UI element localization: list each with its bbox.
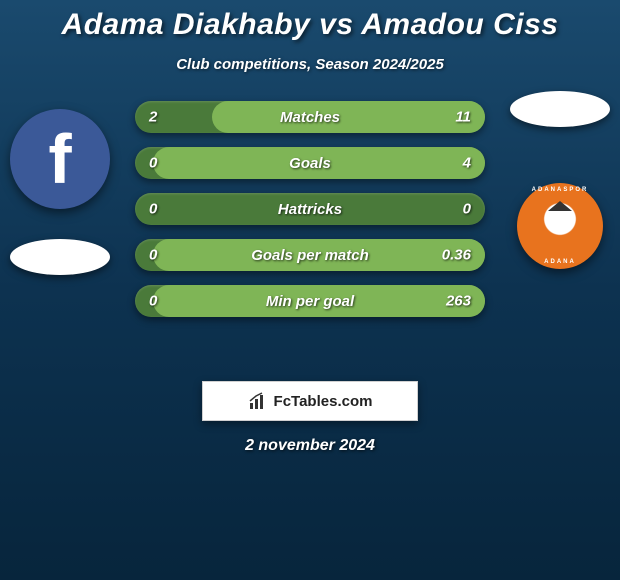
snapshot-date: 2 november 2024 (0, 437, 620, 455)
stat-label: Goals per match (251, 247, 369, 264)
stat-left-value: 0 (149, 201, 157, 218)
stat-bar: 2 Matches 11 (135, 101, 485, 133)
stat-label: Goals (289, 155, 331, 172)
stat-left-value: 0 (149, 155, 157, 172)
stat-label: Hattricks (278, 201, 342, 218)
player-left-avatar: f (10, 109, 110, 209)
comparison-card: Adama Diakhaby vs Amadou Ciss Club compe… (0, 0, 620, 580)
stat-right-value: 11 (455, 109, 471, 126)
brand-footer[interactable]: FcTables.com (202, 381, 418, 421)
stat-bar: 0 Hattricks 0 (135, 193, 485, 225)
comparison-body: f ADANASPOR ADANA 2 Matches 11 0 Goals 4 0 Hatt… (0, 101, 620, 361)
stat-left-value: 2 (149, 109, 157, 126)
stat-left-value: 0 (149, 293, 157, 310)
player-right-name-badge (510, 91, 610, 127)
stat-right-value: 0 (463, 201, 471, 218)
club-name-bottom: ADANA (517, 259, 603, 265)
stat-bar-fill (212, 101, 485, 133)
page-title: Adama Diakhaby vs Amadou Ciss (0, 0, 620, 42)
stat-bar: 0 Goals per match 0.36 (135, 239, 485, 271)
player-left-team-badge (10, 239, 110, 275)
facebook-icon: f (48, 119, 71, 199)
subtitle: Club competitions, Season 2024/2025 (0, 56, 620, 73)
stat-label: Matches (280, 109, 340, 126)
brand-text: FcTables.com (274, 393, 373, 410)
stat-bars: 2 Matches 11 0 Goals 4 0 Hattricks 0 0 Goals per m… (135, 101, 485, 317)
stat-right-value: 0.36 (442, 247, 471, 264)
chart-icon (248, 391, 268, 411)
stat-bar: 0 Min per goal 263 (135, 285, 485, 317)
club-logo-inner (525, 191, 595, 261)
stat-right-value: 4 (463, 155, 471, 172)
player-right-club-logo: ADANASPOR ADANA (517, 183, 603, 269)
player-left-column: f (10, 109, 110, 275)
stat-bar: 0 Goals 4 (135, 147, 485, 179)
stat-label: Min per goal (266, 293, 354, 310)
stat-right-value: 263 (446, 293, 471, 310)
player-right-column: ADANASPOR ADANA (510, 109, 610, 269)
stat-left-value: 0 (149, 247, 157, 264)
